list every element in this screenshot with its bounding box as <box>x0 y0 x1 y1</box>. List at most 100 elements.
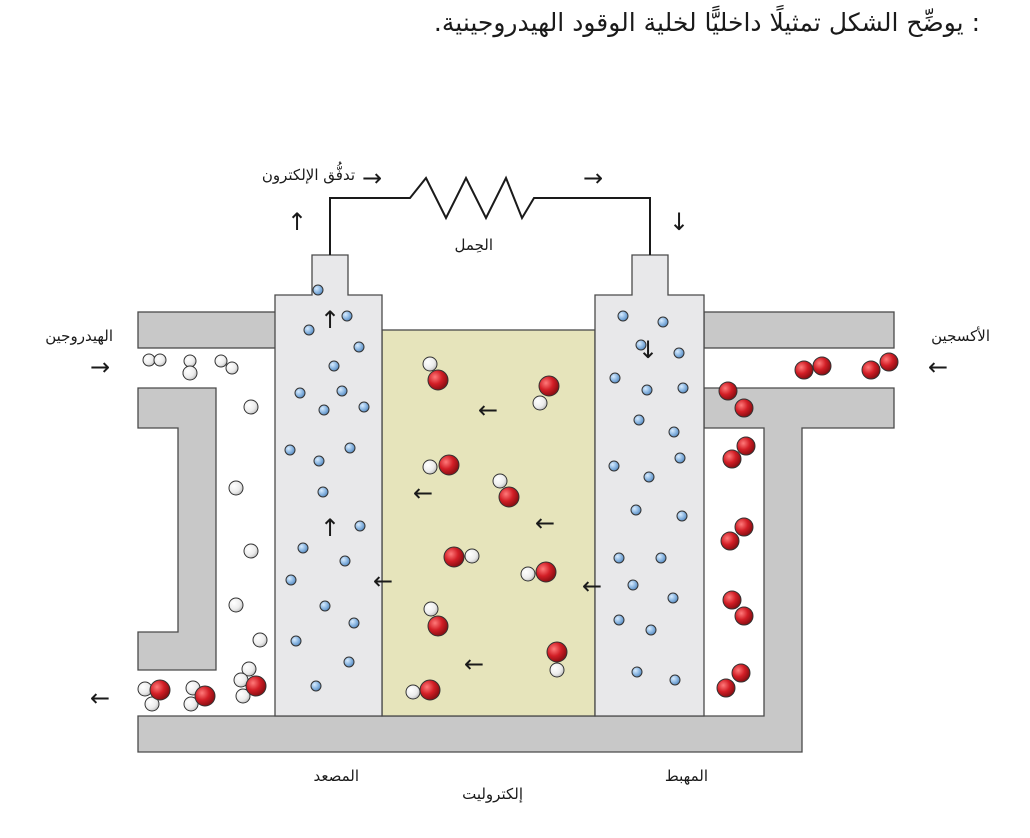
electron-particle <box>635 339 647 351</box>
hydrogen-atom <box>243 399 259 415</box>
oxygen-atom <box>149 679 171 701</box>
external-circuit-wire <box>329 175 651 255</box>
electron-particle <box>285 574 297 586</box>
electron-particle <box>613 614 625 626</box>
anode-electron-arrow-icon: ↑ <box>320 514 340 542</box>
hydrogen-label: الهيدروجين <box>45 327 113 345</box>
hydrogen-atom <box>228 480 244 496</box>
electron-particle <box>348 617 360 629</box>
electron-particle <box>641 384 653 396</box>
electron-particle <box>312 284 324 296</box>
figure-caption: : يوضِّح الشكل تمثيلًا داخليًّا لخلية ال… <box>433 8 980 37</box>
oxygen-atom <box>812 356 832 376</box>
ion-flow-arrow-icon: ← <box>413 479 433 507</box>
anode-top-plate <box>137 311 277 349</box>
cathode-label: المهبط <box>665 767 708 785</box>
hydrogen-atom <box>243 543 259 559</box>
flow-arrows: → → ↑ ↓ → ← ← ↑ ↑ ↓ ← ← ← ← ← ← <box>90 164 948 712</box>
electron-particle <box>294 387 306 399</box>
electron-particle <box>668 426 680 438</box>
oxygen-atom <box>245 675 267 697</box>
hydrogen-atom <box>532 395 548 411</box>
ion-flow-arrow-icon: ← <box>582 572 602 600</box>
electron-particle <box>290 635 302 647</box>
hydrogen-atom <box>225 361 239 375</box>
hydrogen-atom <box>464 548 480 564</box>
electron-particle <box>645 624 657 636</box>
anode-electron-arrow-icon: ↑ <box>320 306 340 334</box>
electron-particle <box>284 444 296 456</box>
oxygen-atom <box>722 590 742 610</box>
hydrogen-atom <box>153 353 167 367</box>
ion-flow-arrow-icon: ← <box>373 567 393 595</box>
oxygen-atom <box>443 546 465 568</box>
oxygen-atom <box>535 561 557 583</box>
electron-particle <box>633 414 645 426</box>
oxygen-label: الأكسجين <box>931 326 990 345</box>
oxygen-atom <box>861 360 881 380</box>
oxygen-atom <box>734 606 754 626</box>
anode-side-bracket <box>137 387 217 671</box>
exhaust-outlet-arrow-icon: ← <box>90 684 110 712</box>
electron-particle <box>667 592 679 604</box>
oxygen-atom <box>498 486 520 508</box>
oxygen-atom <box>736 436 756 456</box>
electron-particle <box>613 552 625 564</box>
electron-particle <box>627 579 639 591</box>
electron-particle <box>303 324 315 336</box>
anode-electrode <box>274 254 383 717</box>
electron-up-arrow-icon: ↑ <box>287 208 307 236</box>
hydrogen-atom <box>144 696 160 712</box>
oxygen-atom <box>194 685 216 707</box>
hydrogen-atom <box>520 566 536 582</box>
oxygen-atom <box>794 360 814 380</box>
cell-casing <box>137 311 895 753</box>
electron-particle <box>297 542 309 554</box>
hydrogen-atom <box>235 688 251 704</box>
oxygen-atom <box>731 663 751 683</box>
cathode-electrode <box>594 254 705 717</box>
electron-particle <box>673 347 685 359</box>
electron-particle <box>657 316 669 328</box>
electron-particle <box>310 680 322 692</box>
electron-particle <box>313 455 325 467</box>
electron-particle <box>676 510 688 522</box>
electron-particle <box>319 600 331 612</box>
electron-particle <box>643 471 655 483</box>
hydrogen-atom <box>142 353 156 367</box>
electron-down-arrow-icon: ↓ <box>669 208 689 236</box>
hydrogen-atom <box>405 684 421 700</box>
oxygen-atom <box>546 641 568 663</box>
electron-particle <box>608 460 620 472</box>
electron-particle <box>358 401 370 413</box>
electron-flow-arrow-icon: → <box>362 164 382 192</box>
electron-particle <box>343 656 355 668</box>
hydrogen-inlet-arrow-icon: → <box>90 353 110 381</box>
electron-particle <box>339 555 351 567</box>
electron-particle <box>353 341 365 353</box>
load-label: الحِمل <box>455 236 493 254</box>
oxygen-atom <box>427 615 449 637</box>
oxygen-atom <box>720 531 740 551</box>
hydrogen-atom <box>214 354 228 368</box>
ion-flow-arrow-icon: ← <box>535 509 555 537</box>
electron-particle <box>318 404 330 416</box>
hydrogen-atom <box>228 597 244 613</box>
oxygen-atom <box>734 398 754 418</box>
anode-label: المصعد <box>313 767 359 785</box>
particles-layer <box>137 284 899 712</box>
electron-particle <box>344 442 356 454</box>
ion-flow-arrow-icon: ← <box>478 396 498 424</box>
hydrogen-atom <box>183 696 199 712</box>
oxygen-atom <box>427 369 449 391</box>
electron-particle <box>631 666 643 678</box>
electron-particle <box>617 310 629 322</box>
electrolyte-label: إلكتروليت <box>462 785 523 803</box>
hydrogen-atom <box>422 459 438 475</box>
hydrogen-atom <box>252 632 268 648</box>
oxygen-atom <box>879 352 899 372</box>
electron-particle <box>669 674 681 686</box>
electron-particle <box>341 310 353 322</box>
oxygen-inlet-arrow-icon: ← <box>928 353 948 381</box>
